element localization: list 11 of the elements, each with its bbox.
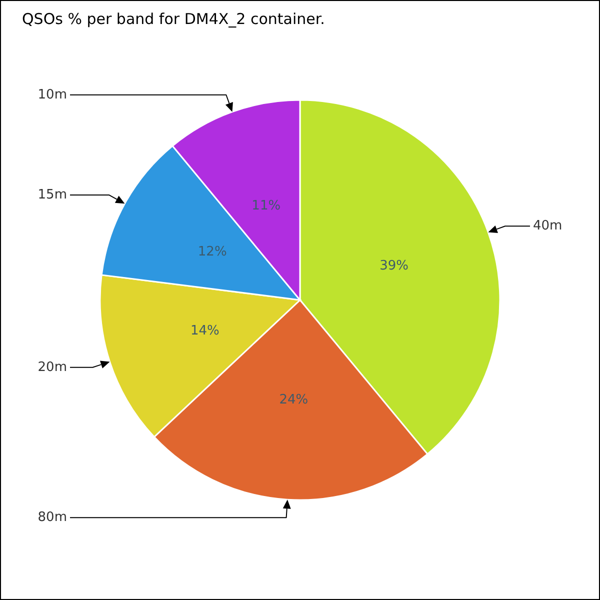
chart-title: QSOs % per band for DM4X_2 container. (22, 10, 325, 28)
slice-label: 40m (533, 218, 562, 234)
slice-label: 20m (38, 360, 67, 375)
slice-label: 15m (38, 187, 67, 202)
data-label: 39% (380, 258, 409, 274)
data-label: 14% (190, 323, 220, 338)
data-label: 24% (279, 392, 308, 408)
data-label: 11% (252, 198, 281, 214)
slice-label: 80m (38, 510, 67, 526)
data-label: 12% (198, 244, 227, 260)
slice-label: 10m (38, 87, 67, 102)
